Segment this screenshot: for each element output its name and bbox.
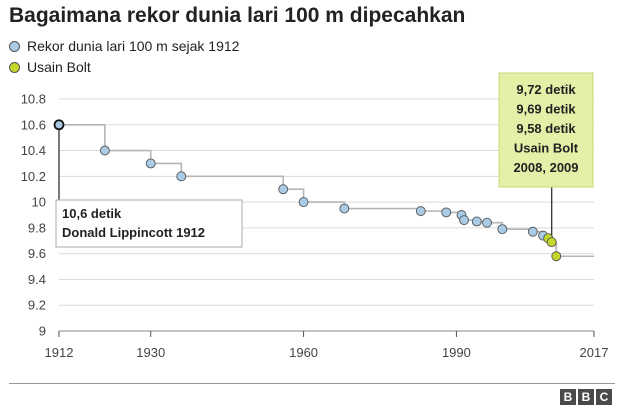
legend-item-bolt: Usain Bolt [9,59,91,75]
bolt-point-2 [551,251,562,262]
y-tick-label-6: 9.6 [28,246,46,261]
record-point-6 [339,203,350,214]
record-point-14 [527,226,538,237]
legend-label-bolt: Usain Bolt [27,59,91,75]
bbc-logo: B B C [560,389,612,405]
y-tick-label-9: 9 [39,324,46,339]
y-tick-label-5: 9.8 [28,220,46,235]
x-tick-label-3: 1990 [442,345,471,360]
annotation-box-lippincott [55,199,243,248]
record-point-8 [441,207,452,218]
annotation-text-bolt-3: Usain Bolt [514,141,579,156]
record-point-3 [176,171,187,182]
y-tick-label-1: 10.6 [21,117,46,132]
annotation-text-bolt-1: 9,69 detik [516,102,576,117]
y-tick-label-8: 9.2 [28,298,46,313]
y-tick-label-4: 10 [32,195,46,210]
annotation-text-bolt-4: 2008, 2009 [513,160,578,175]
legend-swatch-bolt [9,61,20,73]
annotation-text-lippincott-0: 10,6 detik [62,206,122,221]
record-point-5 [298,197,309,208]
annotation-text-lippincott-1: Donald Lippincott 1912 [62,225,205,240]
y-tick-label-2: 10.4 [21,143,46,158]
record-point-13 [497,224,508,235]
annotation-box-bolt [498,72,594,188]
record-point-2 [145,158,156,169]
x-tick-label-2: 1960 [289,345,318,360]
annotation-text-bolt-2: 9,58 detik [516,121,576,136]
annotation-text-bolt-0: 9,72 detik [516,82,576,97]
footer-divider [9,383,615,384]
record-point-7 [415,206,426,217]
record-point-4 [278,184,289,195]
bbc-logo-letter-1: B [560,389,576,405]
record-point-1 [99,145,110,156]
record-point-11 [471,216,482,227]
y-tick-label-0: 10.8 [21,92,46,107]
y-tick-label-7: 9.4 [28,272,46,287]
x-tick-label-0: 1912 [45,345,74,360]
x-tick-label-4: 2017 [580,345,609,360]
record-point-12 [482,217,492,228]
bbc-logo-letter-2: B [578,389,594,405]
bolt-point-1 [546,237,557,248]
record-point-0 [53,119,65,131]
record-point-10 [459,215,470,226]
x-tick-label-1: 1930 [136,345,165,360]
bbc-logo-letter-3: C [596,389,612,405]
y-tick-label-3: 10.2 [21,169,46,184]
legend-item-records: Rekor dunia lari 100 m sejak 1912 [9,38,239,54]
legend-label-records: Rekor dunia lari 100 m sejak 1912 [27,38,240,54]
chart-title: Bagaimana rekor dunia lari 100 m dipecah… [9,4,466,27]
legend-swatch-records [9,40,20,52]
